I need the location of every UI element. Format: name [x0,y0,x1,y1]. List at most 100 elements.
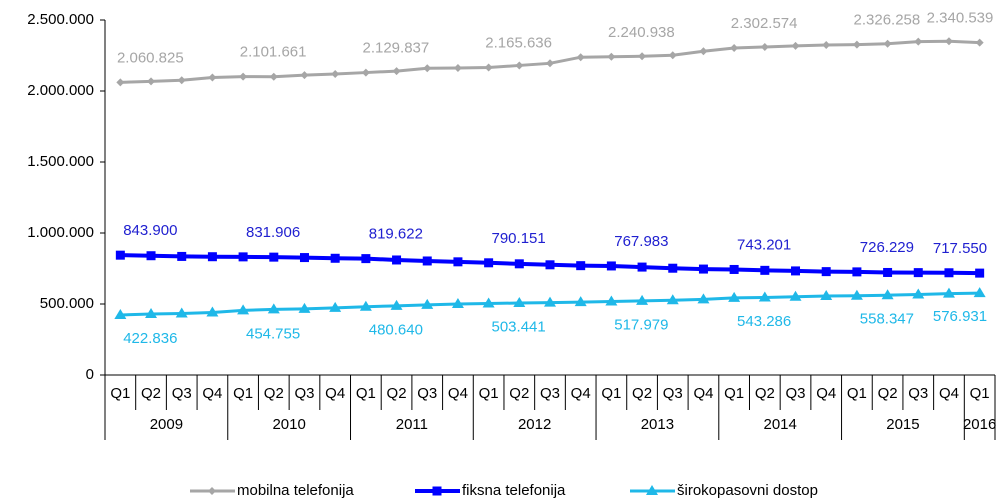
x-tick-label: Q1 [724,385,744,402]
marker [177,76,186,85]
year-label: 2010 [272,416,305,433]
marker [239,72,248,81]
data-label: 790.151 [492,230,546,247]
marker [432,486,442,496]
x-tick-label: Q3 [417,385,437,402]
year-label: 2015 [886,416,919,433]
data-label: 831.906 [246,224,300,241]
marker [300,71,309,80]
data-label: 2.326.258 [854,12,921,29]
marker [207,252,217,262]
y-tick-label: 1.500.000 [27,153,94,170]
marker [238,252,248,262]
marker [423,64,432,73]
data-label: 2.101.661 [240,44,307,61]
data-label: 2.060.825 [117,49,184,66]
data-label: 2.129.837 [362,40,429,57]
marker [453,63,462,72]
marker [453,257,463,267]
marker [329,301,342,312]
marker [646,485,658,495]
data-label: 558.347 [860,311,914,328]
marker [852,267,862,277]
data-label: 576.931 [933,308,987,325]
marker [699,47,708,56]
legend-label: širokopasovni dostop [677,482,818,499]
legend-label: fiksna telefonija [462,482,566,499]
x-tick-label: Q3 [663,385,683,402]
marker [267,303,280,314]
marker [791,41,800,50]
marker [850,289,863,300]
y-tick-label: 0 [86,366,94,383]
marker [484,63,493,72]
marker [730,44,739,53]
marker [544,296,556,307]
marker [513,297,526,308]
year-label: 2012 [518,416,551,433]
x-tick-label: Q3 [294,385,314,402]
marker [728,291,741,302]
marker [269,72,278,81]
x-tick-label: Q4 [571,385,591,402]
year-label: 2013 [641,416,674,433]
marker [576,261,586,271]
marker [668,51,677,60]
year-label: 2014 [763,416,796,433]
x-tick-label: Q1 [479,385,499,402]
marker [914,37,923,46]
data-label: 2.302.574 [731,15,798,32]
marker [422,256,432,266]
x-tick-label: Q1 [847,385,867,402]
marker [147,77,156,86]
year-label: 2016 [963,416,996,433]
marker [637,262,647,272]
marker [114,308,127,319]
marker [821,267,831,277]
x-tick-label: Q2 [509,385,529,402]
x-tick-label: Q3 [172,385,192,402]
y-tick-label: 500.000 [40,295,94,312]
data-label: 422.836 [123,330,177,347]
marker [514,259,524,269]
marker [574,296,587,307]
x-tick-label: Q1 [110,385,130,402]
marker [361,254,371,264]
marker [421,298,434,309]
data-label: 503.441 [492,318,546,335]
marker [299,253,309,263]
x-tick-label: Q2 [878,385,898,402]
marker [760,42,769,51]
marker [605,295,618,306]
marker [330,253,340,263]
data-label: 454.755 [246,325,300,342]
data-label: 2.240.938 [608,24,675,41]
data-label: 726.229 [860,239,914,256]
marker [822,40,831,49]
marker [116,78,125,87]
x-tick-label: Q1 [970,385,990,402]
x-tick-label: Q1 [356,385,376,402]
marker [852,40,861,49]
marker [269,252,279,262]
marker [177,251,187,261]
marker [666,294,679,305]
marker [883,267,893,277]
marker [482,297,495,308]
marker [361,68,370,77]
marker [331,69,340,78]
marker [576,53,585,62]
marker [975,38,984,47]
x-tick-label: Q4 [816,385,836,402]
marker [392,255,402,265]
legend-label: mobilna telefonija [237,482,354,499]
data-label: 843.900 [123,222,177,239]
marker [392,67,401,76]
marker [146,251,156,261]
marker [820,290,833,301]
marker [913,268,923,278]
data-label: 717.550 [933,240,987,257]
marker [145,307,158,318]
y-tick-label: 2.500.000 [27,11,94,28]
